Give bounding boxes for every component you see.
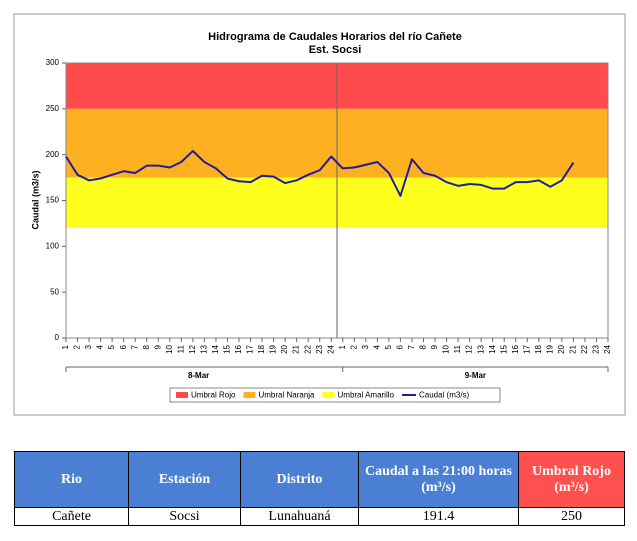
x-tick-label: 23 bbox=[315, 344, 324, 353]
x-tick-label: 11 bbox=[453, 344, 462, 353]
x-tick-label: 9 bbox=[153, 344, 162, 349]
x-tick-label: 12 bbox=[465, 344, 474, 353]
header-cell: Caudal a las 21:00 horas (m³/s) bbox=[358, 451, 519, 508]
legend-box bbox=[169, 387, 501, 403]
legend-swatch bbox=[176, 392, 188, 398]
chart-title: Hidrograma de Caudales Horarios del río … bbox=[208, 31, 462, 43]
header-cell: Estación bbox=[128, 451, 241, 508]
x-tick-label: 10 bbox=[165, 344, 174, 353]
x-tick-label: 10 bbox=[442, 344, 451, 353]
legend-label: Umbral Rojo bbox=[191, 391, 236, 400]
group-label: 8-Mar bbox=[188, 371, 209, 380]
legend-label: Umbral Amarillo bbox=[338, 391, 395, 400]
x-tick-label: 18 bbox=[534, 344, 543, 353]
x-tick-label: 14 bbox=[488, 344, 497, 353]
x-tick-label: 7 bbox=[407, 344, 416, 349]
x-tick-label: 21 bbox=[569, 344, 578, 353]
x-tick-label: 24 bbox=[603, 344, 612, 353]
x-tick-label: 17 bbox=[246, 344, 255, 353]
x-tick-label: 2 bbox=[73, 344, 82, 349]
x-tick-label: 6 bbox=[119, 344, 128, 349]
x-tick-label: 1 bbox=[338, 344, 347, 349]
x-tick-label: 9 bbox=[430, 344, 439, 349]
x-tick-label: 2 bbox=[349, 344, 358, 349]
header-row: Rio Estación Distrito Caudal a las 21:00… bbox=[14, 451, 625, 508]
x-tick-label: 14 bbox=[211, 344, 220, 353]
cell: Cañete bbox=[14, 507, 129, 526]
cell: 250 bbox=[518, 507, 625, 526]
x-tick-label: 20 bbox=[280, 344, 289, 353]
x-tick-label: 23 bbox=[592, 344, 601, 353]
legend-swatch bbox=[243, 392, 256, 398]
x-tick-label: 19 bbox=[269, 344, 278, 353]
legend-label: Umbral Naranja bbox=[258, 391, 315, 400]
x-tick-label: 3 bbox=[84, 344, 93, 349]
x-tick-label: 3 bbox=[361, 344, 370, 349]
x-tick-label: 1 bbox=[61, 344, 70, 349]
x-tick-label: 8 bbox=[142, 344, 151, 349]
x-tick-label: 13 bbox=[476, 344, 485, 353]
x-tick-label: 11 bbox=[176, 344, 185, 353]
series-line bbox=[65, 150, 575, 197]
x-tick-label: 12 bbox=[188, 344, 197, 353]
x-tick-label: 21 bbox=[292, 344, 301, 353]
x-tick-label: 7 bbox=[130, 344, 139, 349]
x-tick-label: 8 bbox=[419, 344, 428, 349]
x-tick-label: 15 bbox=[499, 344, 508, 353]
x-tick-label: 4 bbox=[96, 344, 105, 349]
y-tick-label: 50 bbox=[50, 287, 59, 296]
cell: Socsi bbox=[128, 507, 241, 526]
y-tick-label: 0 bbox=[55, 333, 60, 342]
group-label: 9-Mar bbox=[465, 371, 486, 380]
x-tick-label: 13 bbox=[199, 344, 208, 353]
x-tick-label: 18 bbox=[257, 344, 266, 353]
cell: Lunahuaná bbox=[240, 507, 359, 526]
x-tick-label: 20 bbox=[557, 344, 566, 353]
legend-swatch bbox=[322, 392, 335, 398]
x-tick-label: 19 bbox=[545, 344, 554, 353]
y-tick-label: 250 bbox=[46, 104, 60, 113]
cell: 191.4 bbox=[358, 507, 519, 526]
x-tick-label: 22 bbox=[580, 344, 589, 353]
y-tick-label: 200 bbox=[46, 150, 60, 159]
header-cell: Umbral Rojo (m³/s) bbox=[518, 451, 625, 508]
x-tick-label: 5 bbox=[107, 344, 116, 349]
header-cell: Distrito bbox=[240, 451, 359, 508]
x-tick-label: 16 bbox=[511, 344, 520, 353]
x-tick-label: 5 bbox=[384, 344, 393, 349]
x-tick-label: 16 bbox=[234, 344, 243, 353]
x-tick-label: 15 bbox=[223, 344, 232, 353]
x-tick-label: 4 bbox=[372, 344, 381, 349]
chart-subtitle: Est. Socsi bbox=[309, 44, 362, 56]
x-tick-label: 17 bbox=[522, 344, 531, 353]
chart: Hidrograma de Caudales Horarios del río … bbox=[13, 13, 626, 416]
data-row: Cañete Socsi Lunahuaná 191.4 250 bbox=[14, 507, 625, 526]
x-tick-label: 24 bbox=[326, 344, 335, 353]
y-tick-label: 300 bbox=[46, 58, 60, 67]
x-tick-label: 22 bbox=[303, 344, 312, 353]
y-axis-label: Caudal (m3/s) bbox=[30, 170, 40, 229]
y-tick-label: 150 bbox=[46, 196, 60, 205]
data-table: Rio Estación Distrito Caudal a las 21:00… bbox=[14, 451, 625, 526]
header-cell: Rio bbox=[14, 451, 129, 508]
legend-label: Caudal (m3/s) bbox=[419, 391, 470, 400]
x-tick-label: 6 bbox=[396, 344, 405, 349]
y-tick-label: 100 bbox=[46, 241, 60, 250]
